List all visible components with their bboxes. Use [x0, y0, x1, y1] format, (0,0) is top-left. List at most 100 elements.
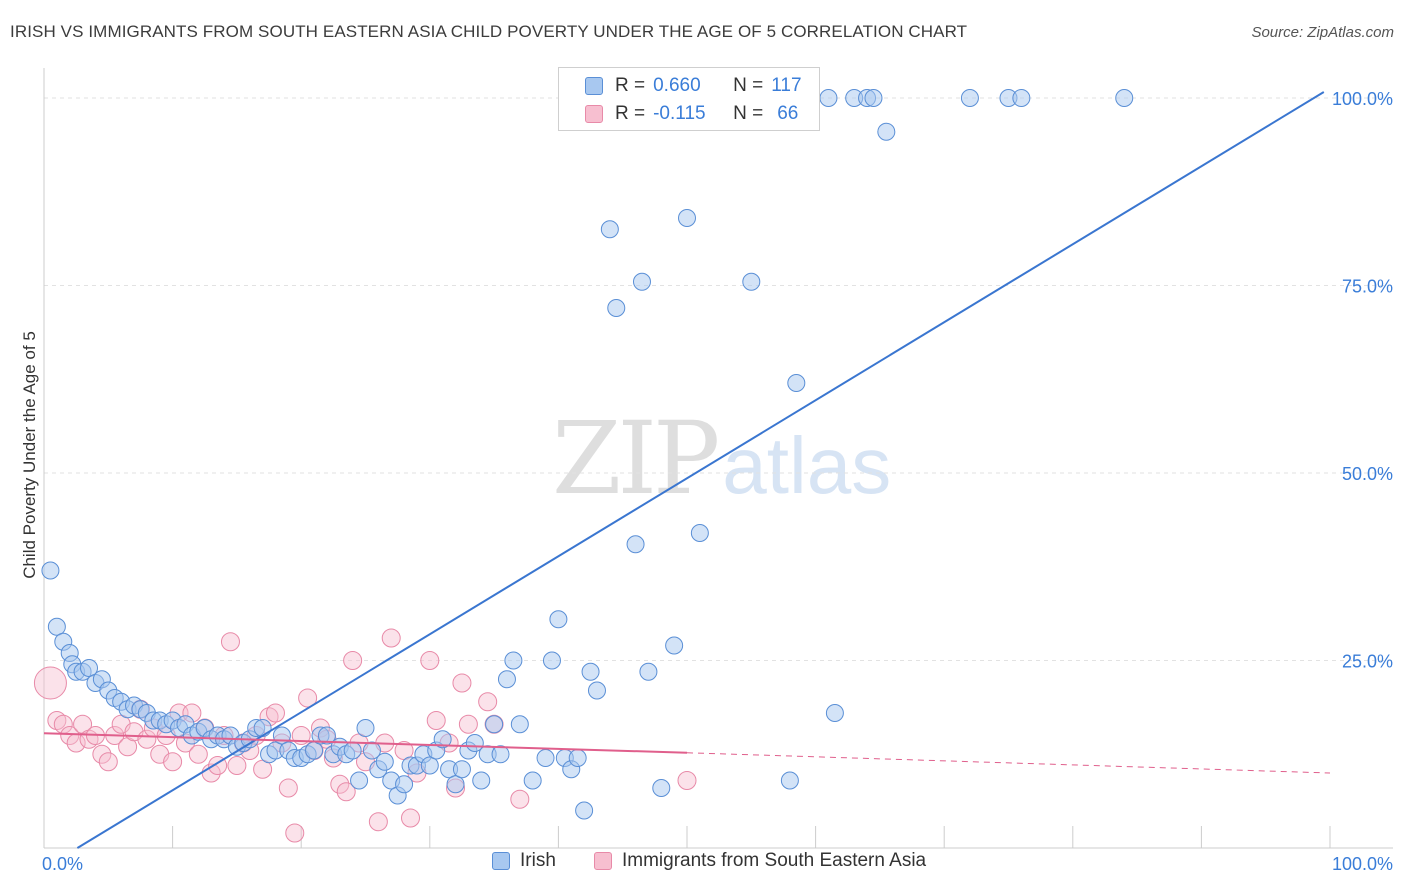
sea-point — [60, 726, 80, 745]
sea-r-value: -0.115 — [653, 103, 706, 124]
irish-point — [41, 561, 60, 580]
irish-point — [362, 741, 381, 760]
irish-point — [350, 771, 369, 790]
irish-point — [317, 726, 336, 745]
irish-point — [375, 752, 394, 771]
irish-point — [1115, 89, 1134, 107]
sea-point — [278, 778, 298, 798]
sea-point — [137, 729, 157, 749]
sea-point — [452, 673, 472, 693]
irish-point — [504, 651, 523, 670]
sea-point — [368, 812, 388, 832]
sea-point — [336, 782, 356, 802]
irish-point — [433, 730, 452, 749]
y-tick-label: 75.0% — [1342, 277, 1393, 297]
irish-point — [632, 272, 651, 291]
irish-point — [47, 617, 66, 636]
irish-point — [960, 89, 979, 107]
irish-point — [80, 659, 99, 677]
irish-point — [497, 670, 516, 689]
sea-point — [220, 632, 240, 652]
irish-point — [472, 771, 491, 790]
y-tick-label: 100.0% — [1332, 89, 1393, 109]
stats-row-irish: R = 0.660 N = 117 — [559, 72, 802, 100]
sea-point — [33, 666, 67, 700]
sea-point — [265, 703, 285, 723]
legend-sea-label: Immigrants from South Eastern Asia — [622, 850, 927, 871]
sea-point — [98, 752, 118, 772]
stats-legend: R = 0.660 N = 117 R = -0.115 N = 66 — [558, 67, 820, 131]
x-tick-label: 100.0% — [1332, 854, 1393, 874]
irish-point — [420, 756, 439, 775]
irish-point — [626, 535, 645, 554]
irish-point — [819, 89, 838, 107]
sea-point — [458, 714, 478, 734]
sea-point — [343, 651, 363, 670]
irish-point — [581, 662, 600, 681]
x-tick-label: 0.0% — [42, 854, 83, 874]
source-label: Source: ZipAtlas.com — [1251, 24, 1394, 41]
irish-point — [690, 524, 709, 542]
sea-point — [677, 771, 697, 790]
irish-point — [678, 209, 696, 227]
sea-n-label: N = — [733, 103, 764, 124]
y-tick-label: 25.0% — [1342, 652, 1393, 672]
sea-point — [478, 692, 498, 712]
sea-point — [426, 711, 446, 730]
irish-point — [780, 771, 799, 790]
irish-point — [575, 801, 594, 820]
irish-point — [253, 719, 272, 737]
irish-point — [395, 775, 414, 794]
legend-item-sea: Immigrants from South Eastern Asia — [594, 850, 926, 872]
irish-point — [510, 715, 529, 734]
watermark: ZIPatlas — [552, 400, 891, 517]
irish-point — [864, 89, 883, 107]
irish-point — [877, 122, 896, 141]
irish-point — [825, 704, 844, 722]
irish-n-value: 117 — [771, 75, 802, 96]
irish-point — [742, 272, 761, 291]
legend-item-irish: Irish — [492, 850, 556, 872]
sea-n-value: 66 — [777, 103, 799, 124]
sea-trend-line-dashed — [686, 752, 1331, 774]
irish-point — [523, 771, 542, 790]
irish-point — [600, 220, 619, 239]
tick-labels: 25.0% 50.0% 75.0% 100.0% 0.0% 100.0% — [42, 89, 1393, 874]
irish-point — [1012, 89, 1031, 107]
sea-point — [420, 651, 440, 670]
trend-lines — [43, 91, 1331, 849]
axes — [43, 68, 1393, 849]
irish-point — [652, 779, 671, 797]
chart-title: IRISH VS IMMIGRANTS FROM SOUTH EASTERN A… — [10, 22, 968, 41]
irish-point — [536, 749, 555, 767]
sea-point — [47, 711, 67, 730]
irish-swatch — [585, 77, 603, 95]
sea-point — [510, 789, 530, 809]
watermark-zip: ZIP — [552, 400, 720, 517]
irish-point — [356, 719, 375, 737]
irish-point — [587, 681, 606, 700]
irish-n-label: N = — [733, 75, 764, 96]
irish-point — [542, 651, 561, 670]
irish-r-label: R = — [615, 75, 646, 96]
sea-point — [298, 688, 318, 708]
irish-point — [607, 299, 626, 317]
irish-trend-line — [76, 91, 1325, 849]
grid-lines — [44, 97, 1393, 661]
y-tick-label: 50.0% — [1342, 464, 1393, 484]
stats-row-sea: R = -0.115 N = 66 — [559, 100, 798, 128]
sea-point — [381, 628, 401, 648]
sea-r-label: R = — [615, 103, 646, 124]
irish-point — [568, 749, 587, 767]
sea-point — [330, 774, 350, 794]
watermark-atlas: atlas — [722, 421, 892, 510]
irish-point — [787, 374, 806, 392]
sea-point — [401, 808, 421, 828]
irish-point — [485, 715, 504, 734]
legend-irish-swatch — [492, 852, 510, 870]
irish-point — [305, 741, 324, 760]
sea-point — [188, 744, 208, 764]
irish-point — [491, 745, 510, 764]
sea-swatch — [585, 105, 603, 123]
